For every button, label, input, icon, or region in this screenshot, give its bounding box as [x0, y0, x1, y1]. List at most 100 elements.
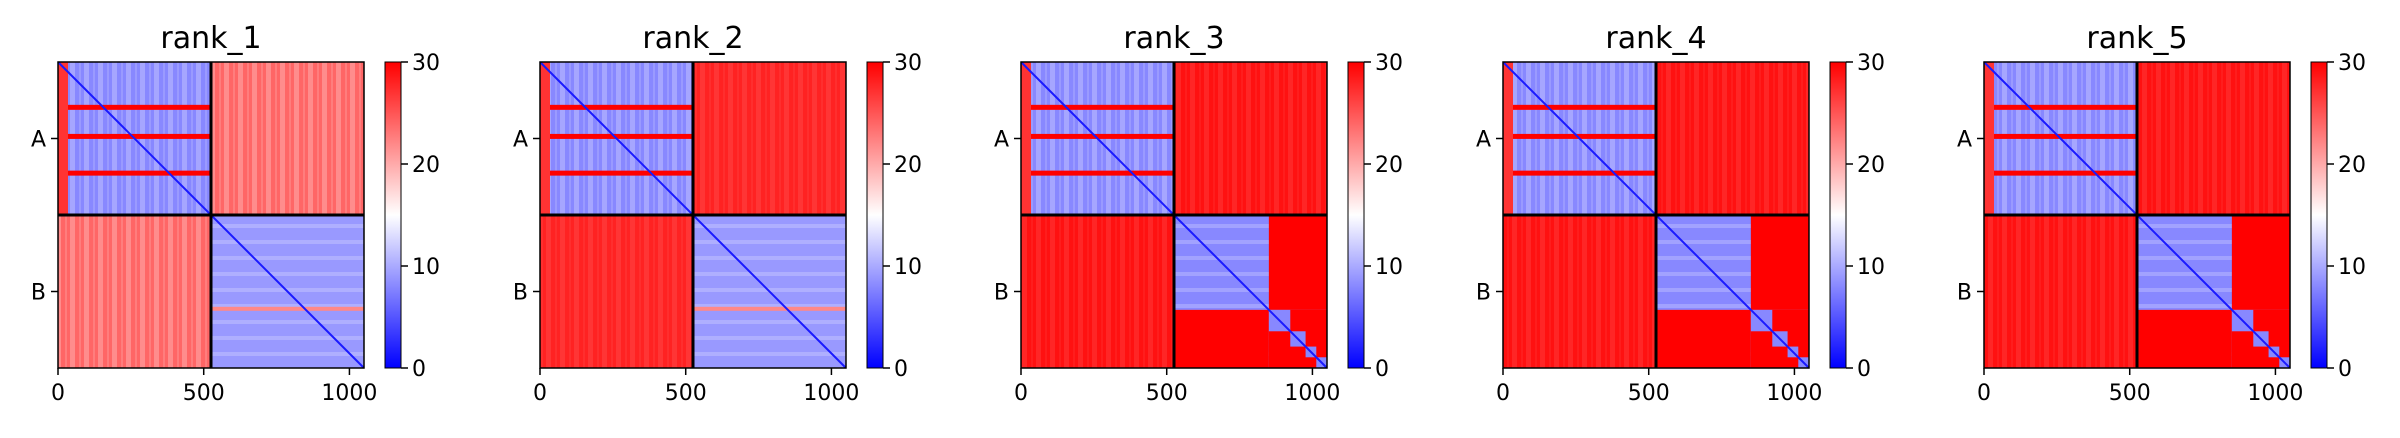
block-AA-edge: [58, 62, 68, 215]
plot-frame: [57, 61, 365, 369]
x-tick-label: 0: [533, 381, 547, 406]
panel-4: rank_4 A B 0 500 1000 0 10 20 30: [1476, 21, 1885, 406]
y-tick-label: B: [513, 281, 528, 306]
block-AA-band-2: [540, 170, 693, 176]
colorbar-tick-label: 10: [412, 255, 440, 280]
colorbar: [1829, 61, 1847, 369]
x-tick-label: 1000: [321, 381, 377, 406]
block-AA-band-1: [1984, 133, 2137, 139]
block-BA-texture: [58, 215, 211, 368]
x-tick-label: 500: [183, 381, 225, 406]
x-tick-label: 1000: [1284, 381, 1340, 406]
colorbar-tick-label: 30: [2338, 51, 2366, 76]
colorbar-tick-label: 0: [1375, 357, 1389, 382]
block-AB-texture: [1174, 62, 1327, 215]
block-AA-band-1: [540, 133, 693, 139]
panel-1: rank_1 A B 0 500 1000 0 10 20 30: [31, 21, 440, 406]
block-AA-band-2: [58, 170, 211, 176]
block-BA-texture: [1984, 215, 2137, 368]
block-BB-band: [211, 306, 364, 311]
x-tick-label: 500: [665, 381, 707, 406]
x-tick-label: 1000: [2247, 381, 2303, 406]
colorbar-tick-label: 0: [1857, 357, 1871, 382]
plot-frame: [1502, 61, 1810, 369]
colorbar-tick-label: 10: [894, 255, 922, 280]
colorbar-tick-label: 0: [894, 357, 908, 382]
y-tick-label: B: [994, 281, 1009, 306]
block-AA-band-2: [1021, 170, 1174, 176]
block-BB-tail-upper: [1750, 215, 1809, 310]
block-BB-band: [693, 306, 846, 311]
block-AA-band-0: [1021, 104, 1174, 110]
block-AA-edge: [540, 62, 550, 215]
block-AA-edge: [1503, 62, 1513, 215]
block-BB-tail-upper: [1268, 215, 1327, 310]
y-tick-label: A: [1957, 128, 1972, 153]
y-tick-label: A: [1476, 128, 1491, 153]
panel-2: rank_2 A B 0 500 1000 0 10 20 30: [513, 21, 922, 406]
block-AA-band-1: [1503, 133, 1656, 139]
block-BB-tail-left: [1174, 309, 1269, 368]
y-tick-label: A: [31, 128, 46, 153]
plot-frame: [1983, 61, 2291, 369]
block-BB-tail-upper: [2231, 215, 2290, 310]
block-AA-edge: [1021, 62, 1031, 215]
x-tick-label: 0: [1496, 381, 1510, 406]
colorbar: [1347, 61, 1365, 369]
block-BB-tail-left: [2137, 309, 2232, 368]
panel-3: rank_3 A B 0 500 1000 0 10 20 30: [994, 21, 1403, 406]
panel-title: rank_3: [1123, 21, 1224, 56]
colorbar-tick-label: 10: [2338, 255, 2366, 280]
block-AA-band-2: [1984, 170, 2137, 176]
block-BA-texture: [540, 215, 693, 368]
colorbar: [384, 61, 402, 369]
colorbar-tick-label: 20: [1857, 153, 1885, 178]
block-AB-texture: [2137, 62, 2290, 215]
x-tick-label: 0: [51, 381, 65, 406]
y-tick-label: A: [513, 128, 528, 153]
colorbar-tick-label: 30: [412, 51, 440, 76]
x-tick-label: 500: [1628, 381, 1670, 406]
block-AB-texture: [1656, 62, 1809, 215]
colorbar-tick-label: 20: [894, 153, 922, 178]
y-tick-label: B: [31, 281, 46, 306]
colorbar-tick-label: 10: [1857, 255, 1885, 280]
colorbar-tick-label: 20: [2338, 153, 2366, 178]
colorbar-tick-label: 0: [2338, 357, 2352, 382]
block-BA-texture: [1021, 215, 1174, 368]
colorbar-tick-label: 0: [412, 357, 426, 382]
panel-title: rank_4: [1605, 21, 1706, 56]
x-tick-label: 500: [1146, 381, 1188, 406]
x-tick-label: 500: [2109, 381, 2151, 406]
block-AA-band-0: [1984, 104, 2137, 110]
y-tick-label: B: [1476, 281, 1491, 306]
panel-title: rank_1: [160, 21, 261, 56]
plot-frame: [1020, 61, 1328, 369]
block-BB-tail-left: [1656, 309, 1751, 368]
colorbar-tick-label: 20: [1375, 153, 1403, 178]
colorbar-tick-label: 20: [412, 153, 440, 178]
block-AA-band-1: [58, 133, 211, 139]
block-AA-band-0: [540, 104, 693, 110]
x-tick-label: 1000: [1766, 381, 1822, 406]
x-tick-label: 0: [1977, 381, 1991, 406]
y-tick-label: B: [1957, 281, 1972, 306]
y-tick-label: A: [994, 128, 1009, 153]
colorbar: [866, 61, 884, 369]
block-AA-edge: [1984, 62, 1994, 215]
block-AA-band-2: [1503, 170, 1656, 176]
block-AA-band-0: [1503, 104, 1656, 110]
block-AA-band-1: [1021, 133, 1174, 139]
x-tick-label: 1000: [803, 381, 859, 406]
block-BA-texture: [1503, 215, 1656, 368]
panel-title: rank_5: [2086, 21, 2187, 56]
panel-title: rank_2: [642, 21, 743, 56]
colorbar-tick-label: 30: [1857, 51, 1885, 76]
x-tick-label: 0: [1014, 381, 1028, 406]
block-AB-texture: [693, 62, 846, 215]
colorbar-tick-label: 10: [1375, 255, 1403, 280]
block-AA-band-0: [58, 104, 211, 110]
panel-5: rank_5 A B 0 500 1000 0 10 20 30: [1957, 21, 2366, 406]
block-AB-texture: [211, 62, 364, 215]
